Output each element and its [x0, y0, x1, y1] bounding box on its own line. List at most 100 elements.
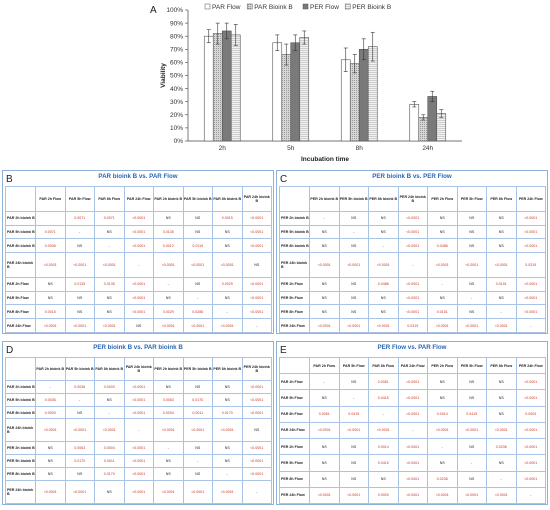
p-value-cell: NS: [309, 470, 340, 488]
p-value-cell: <0.0001: [123, 392, 154, 407]
p-value-cell: 0.0029: [153, 304, 184, 320]
p-value-cell: <0.0001: [486, 318, 517, 333]
p-value-cell: 0.0029: [212, 276, 243, 292]
column-header: PAR 8h Flow: [368, 356, 399, 375]
x-tick-label: 8h: [356, 145, 364, 152]
column-header: PAR 24h bioink B: [241, 186, 272, 212]
p-value-cell: <0.0001: [309, 486, 340, 505]
p-value-cell: NS: [309, 224, 340, 240]
p-value-cell: NS: [212, 238, 243, 254]
table-row: PAR 2h bioink B -0.0036 0.0003 <0.0001 NS NS N…: [5, 380, 272, 394]
table-row: PER 8h Flow NS NS NS <0.0001 0.0236 NS - <0.0001: [279, 470, 546, 488]
row-header: PER 2h bioink B: [5, 441, 36, 456]
p-value-cell: NS: [153, 210, 184, 226]
panel-letter: E: [280, 345, 287, 356]
bar-par-flow: [272, 42, 283, 142]
p-value-cell: <0.0001: [64, 318, 95, 333]
y-tick-label: 70%: [170, 47, 183, 54]
row-header: PER 5h Flow: [279, 290, 310, 306]
p-value-cell: 0.0415: [368, 454, 399, 472]
table-header-row: PAR 2h Flow PAR 5h Flow PAR 8h Flow PAR 24h…: [279, 356, 546, 375]
column-header: PAR 8h bioink B: [94, 356, 125, 382]
x-tick-label: 24h: [422, 145, 433, 152]
column-header: PER 2h Flow: [427, 186, 458, 212]
p-value-cell: NS: [338, 290, 369, 306]
table-header-row: PAR 2h Flow PAR 5h Flow PAR 8h Flow PAR 24h…: [5, 186, 272, 212]
row-header: PAR 2h bioink B: [5, 380, 36, 394]
table-corner-cell: [279, 186, 310, 212]
row-header: PER 8h bioink B: [5, 467, 36, 481]
p-value-cell: <0.0001: [515, 210, 546, 226]
p-value-cell: <0.0001: [309, 318, 340, 333]
p-value-cell: <0.0001: [182, 479, 213, 505]
table-row: PAR 8h Flow 0.0051 0.0415- <0.0001 0.0014 0.0…: [279, 405, 546, 423]
column-header: PAR 5h Flow: [64, 186, 95, 212]
p-value-cell: NS: [456, 224, 487, 240]
row-header: PER 24h bioink B: [279, 252, 310, 278]
p-value-cell: <0.0001: [35, 318, 66, 333]
p-value-cell: NS: [338, 438, 369, 456]
p-value-cell: NS: [456, 276, 487, 292]
p-value-cell: NS: [338, 470, 369, 488]
p-value-cell: NS: [338, 454, 369, 472]
column-header: PER 8h bioink B: [368, 186, 399, 212]
p-value-cell: <0.0001: [64, 479, 95, 505]
p-value-cell: NS: [153, 380, 184, 394]
bar-par-bioink-b: [212, 33, 223, 142]
panel-letter: C: [280, 174, 288, 185]
table-row: PER 24h Flow <0.0001 <0.0001 0.0003 <0.0001 <…: [279, 486, 546, 505]
p-value-cell: NS: [212, 392, 243, 407]
column-header: PAR 2h bioink B: [35, 356, 66, 382]
p-value-cell: NS: [212, 454, 243, 469]
bar-par-flow: [340, 59, 351, 142]
legend-label: PER Bioink B: [352, 4, 391, 11]
p-value-cell: NS: [338, 276, 369, 292]
table-row: PER 5h Flow NS NS NS <0.0001 NS - NS <0.0001: [279, 290, 546, 306]
row-header: PER 2h bioink B: [279, 210, 310, 226]
p-value-cell: NS: [368, 210, 399, 226]
p-value-cell: 0.0051: [309, 405, 340, 423]
table-row: PAR 8h Flow 0.0015 NS NS <0.0001 0.0029 0.0286…: [5, 304, 272, 320]
p-value-cell: <0.0001: [456, 318, 487, 333]
column-header: PAR 2h Flow: [35, 186, 66, 212]
p-value-cell: -: [182, 454, 213, 469]
p-value-cell: <0.0001: [94, 418, 125, 443]
p-value-cell: NS: [486, 224, 517, 240]
p-value-cell: <0.0001: [456, 421, 487, 440]
p-value-cell: NS: [486, 210, 517, 226]
row-header: PER 24h Flow: [279, 318, 310, 333]
p-value-cell: 0.0011: [94, 454, 125, 469]
row-header: PAR 5h bioink B: [5, 392, 36, 407]
p-value-cell: <0.0001: [212, 479, 243, 505]
row-header: PAR 8h bioink B: [5, 405, 36, 420]
p-value-cell: NS: [427, 210, 458, 226]
p-value-cell: <0.0001: [427, 421, 458, 440]
y-tick-label: 50%: [170, 73, 183, 80]
p-value-cell: 0.0119: [182, 238, 213, 254]
p-value-cell: NS: [456, 470, 487, 488]
p-value-cell: <0.0001: [427, 252, 458, 278]
p-value-cell: NS: [309, 276, 340, 292]
p-value-cell: <0.0001: [153, 252, 184, 278]
p-value-cell: <0.0001: [94, 318, 125, 333]
p-value-cell: <0.0001: [241, 276, 272, 292]
column-header: PER 5h bioink B: [338, 186, 369, 212]
p-value-cell: 0.0036: [35, 392, 66, 407]
row-header: PER 8h bioink B: [279, 238, 310, 254]
table-corner-cell: [5, 186, 36, 212]
table-row: PAR 8h bioink B 0.0003 NS - <0.0001 0.0004 0.0…: [5, 405, 272, 420]
p-value-cell: <0.0001: [35, 252, 66, 278]
bar-par-flow: [409, 104, 420, 142]
column-header: PER 5h Flow: [456, 356, 487, 375]
p-value-cell: <0.0001: [397, 405, 428, 423]
panel-letter-a: A: [150, 5, 157, 16]
p-value-cell: <0.0001: [515, 389, 546, 407]
p-value-cell: NS: [94, 479, 125, 505]
p-value-cell: -: [427, 438, 458, 456]
p-value-cell: <0.0001: [486, 252, 517, 278]
p-value-cell: 0.0004: [94, 441, 125, 456]
table-row: PAR 24h Flow <0.0001 <0.0001 <0.0001 NS <0.00…: [5, 318, 272, 333]
p-value-cell: NS: [94, 304, 125, 320]
p-value-cell: <0.0001: [486, 486, 517, 505]
p-value-cell: <0.0001: [241, 238, 272, 254]
